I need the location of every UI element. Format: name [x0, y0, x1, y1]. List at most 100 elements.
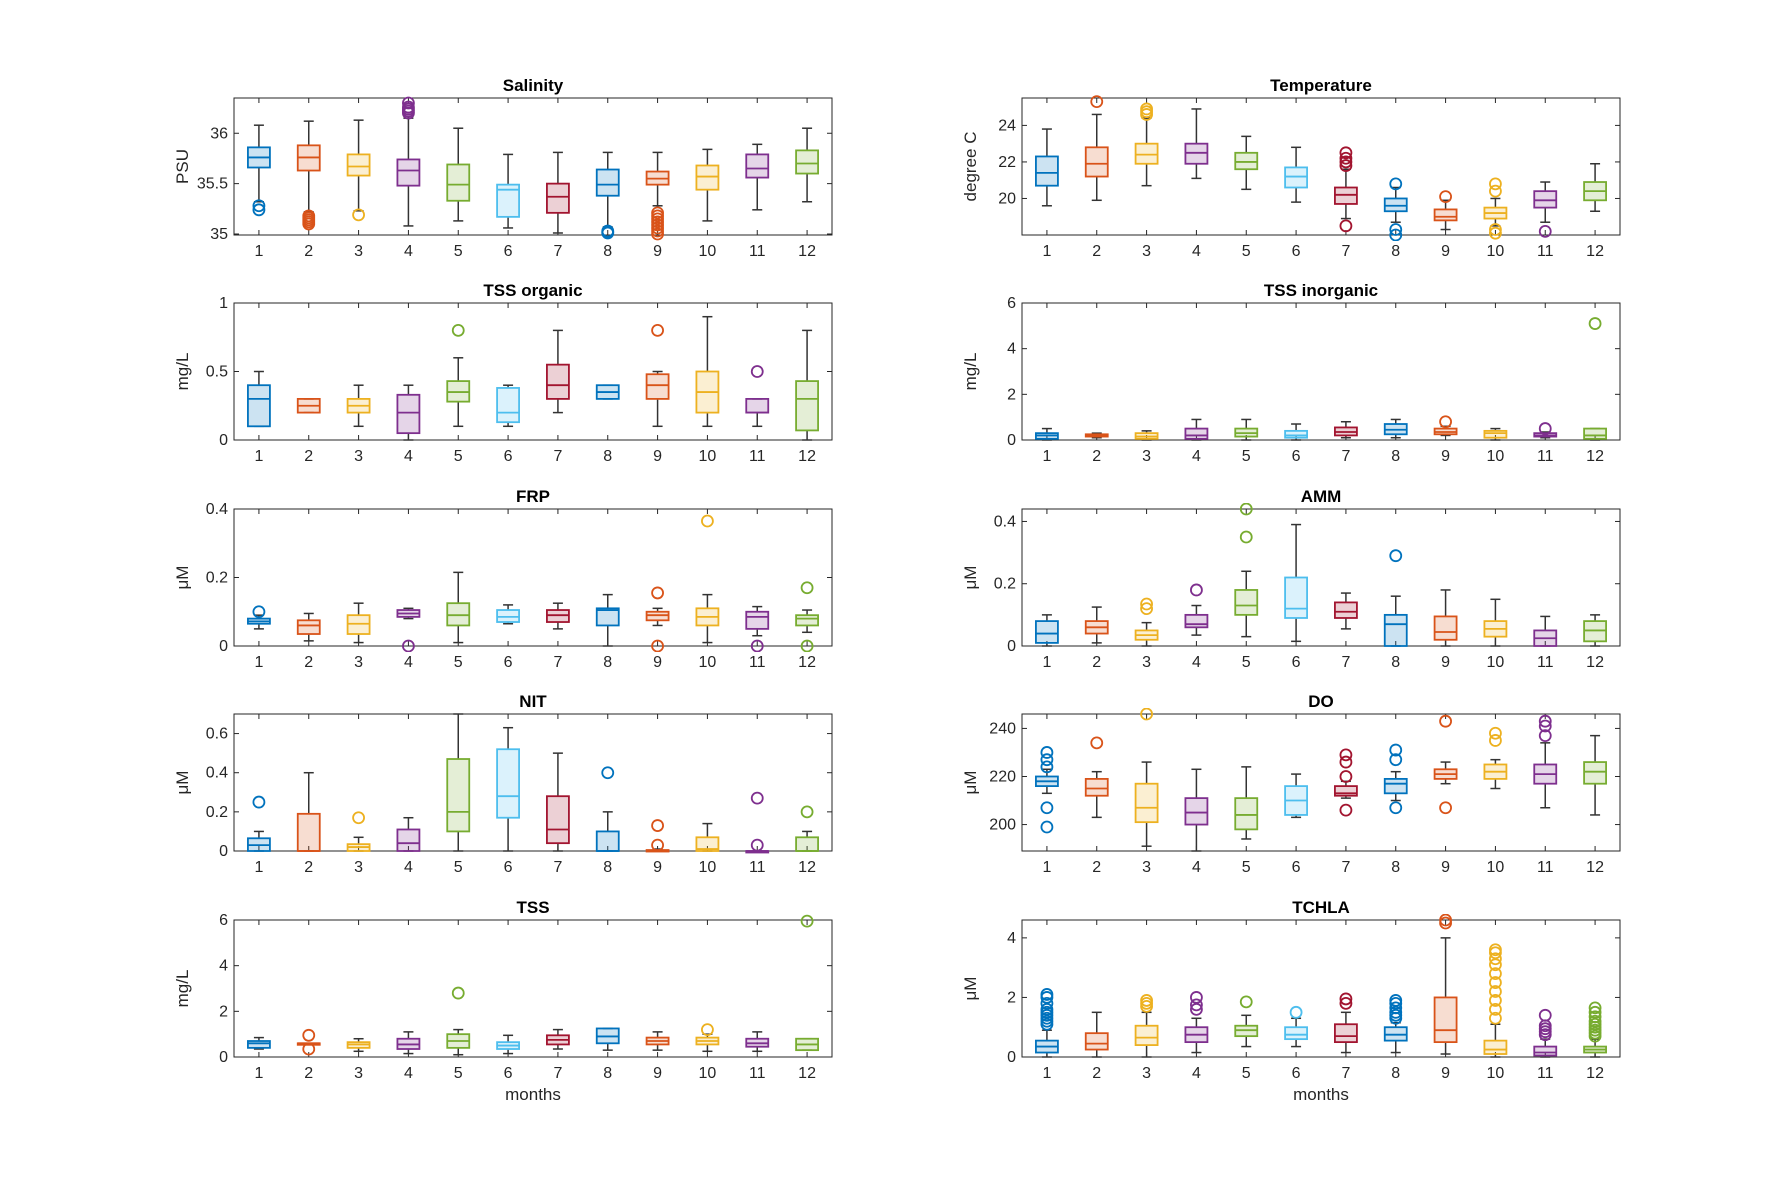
box-iqr — [1134, 782, 1159, 824]
box-iqr — [595, 607, 620, 627]
box-month-11 — [1533, 422, 1558, 439]
x-tick-label: 6 — [504, 654, 513, 671]
x-tick-label: 6 — [1292, 654, 1301, 671]
box-month-12 — [1583, 163, 1607, 213]
outlier-point — [651, 819, 664, 832]
box-month-12 — [1583, 317, 1607, 441]
box-month-12 — [1583, 734, 1607, 816]
x-tick-label: 1 — [254, 243, 263, 260]
outlier-point — [451, 986, 465, 1000]
outlier-point — [1538, 422, 1552, 435]
x-tick-label: 12 — [1586, 1065, 1604, 1082]
x-tick-label: 11 — [1537, 654, 1554, 671]
y-tick-label: 20 — [998, 190, 1016, 207]
box-month-3 — [346, 119, 371, 222]
x-tick-label: 4 — [1192, 859, 1201, 876]
axes-box — [233, 302, 833, 441]
boxes-group — [1035, 317, 1607, 441]
chart-title: TSS — [516, 898, 549, 917]
box-month-12 — [795, 805, 819, 852]
x-tick-label: 11 — [1537, 243, 1554, 260]
box-iqr — [247, 384, 271, 428]
outlier-point — [1538, 1008, 1552, 1022]
box-iqr — [446, 163, 471, 202]
outlier-point — [402, 100, 415, 114]
box-iqr — [795, 614, 819, 627]
outlier-point — [800, 581, 814, 595]
y-tick-label: 0.4 — [994, 513, 1016, 530]
x-tick-label: 11 — [749, 448, 766, 465]
x-tick-label: 11 — [749, 654, 766, 671]
x-tick-label: 7 — [553, 448, 562, 465]
box-month-1 — [247, 795, 271, 852]
box-iqr — [745, 610, 770, 630]
box-month-1 — [247, 605, 271, 630]
outlier-point — [252, 203, 266, 217]
x-tick-label: 4 — [404, 654, 413, 671]
x-tick-label: 12 — [798, 1065, 816, 1082]
box-month-11 — [1533, 714, 1558, 809]
box-month-5 — [1234, 418, 1259, 441]
outlier-point — [1538, 714, 1552, 728]
x-tick-label: 1 — [254, 859, 263, 876]
box-month-6 — [1284, 1005, 1308, 1048]
x-tick-label: 1 — [1042, 1065, 1051, 1082]
outlier-point — [800, 639, 814, 652]
x-tick-label: 5 — [1242, 654, 1251, 671]
box-iqr — [396, 828, 421, 852]
x-tick-label: 9 — [653, 243, 662, 260]
box-iqr — [1284, 429, 1308, 439]
box-month-1 — [1035, 988, 1059, 1058]
y-tick-label: 36 — [210, 125, 228, 142]
y-tick-label: 0 — [1007, 638, 1016, 655]
y-axis-label: mg/L — [173, 970, 192, 1008]
box-iqr — [396, 158, 421, 187]
outlier-point — [1040, 753, 1054, 767]
y-axis-label: μM — [173, 771, 192, 795]
y-tick-label: 4 — [1007, 341, 1016, 358]
outlier-point — [651, 323, 664, 337]
outlier-point — [1190, 991, 1203, 1004]
box-month-8 — [1383, 743, 1408, 815]
x-tick-label: 11 — [749, 1065, 766, 1082]
y-tick-label: 0 — [219, 638, 228, 655]
outlier-point — [800, 914, 814, 928]
box-month-7 — [1334, 146, 1358, 233]
box-month-3 — [346, 811, 371, 852]
outlier-point — [1489, 177, 1502, 191]
outlier-point — [1140, 102, 1153, 116]
x-tick-label: 12 — [1586, 654, 1604, 671]
outlier-point — [252, 605, 266, 619]
box-month-8 — [595, 151, 620, 240]
x-tick-label: 9 — [1441, 448, 1450, 465]
axes-box — [1021, 919, 1621, 1058]
x-tick-label: 4 — [1192, 1065, 1201, 1082]
axes-box — [1021, 713, 1621, 852]
x-tick-label: 6 — [1292, 448, 1301, 465]
x-tick-label: 1 — [254, 448, 263, 465]
box-month-1 — [1035, 614, 1059, 647]
box-month-5 — [1234, 766, 1259, 840]
box-month-5 — [446, 713, 471, 852]
x-tick-label: 11 — [749, 859, 766, 876]
box-month-6 — [496, 1034, 520, 1055]
box-month-4 — [1184, 108, 1209, 180]
axes-box — [233, 97, 833, 236]
box-month-1 — [1035, 427, 1059, 441]
outlier-point — [302, 209, 316, 223]
y-tick-label: 0.4 — [206, 765, 228, 782]
box-month-4 — [1184, 768, 1209, 852]
x-tick-label: 1 — [1042, 243, 1051, 260]
box-month-11 — [745, 605, 770, 652]
outlier-point — [1489, 184, 1502, 198]
box-iqr — [247, 1040, 271, 1049]
box-iqr — [1383, 613, 1408, 647]
box-month-4 — [396, 607, 421, 652]
outlier-point — [1339, 159, 1353, 172]
box-month-6 — [496, 384, 520, 428]
outlier-point — [1140, 708, 1153, 721]
box-iqr — [795, 836, 819, 852]
